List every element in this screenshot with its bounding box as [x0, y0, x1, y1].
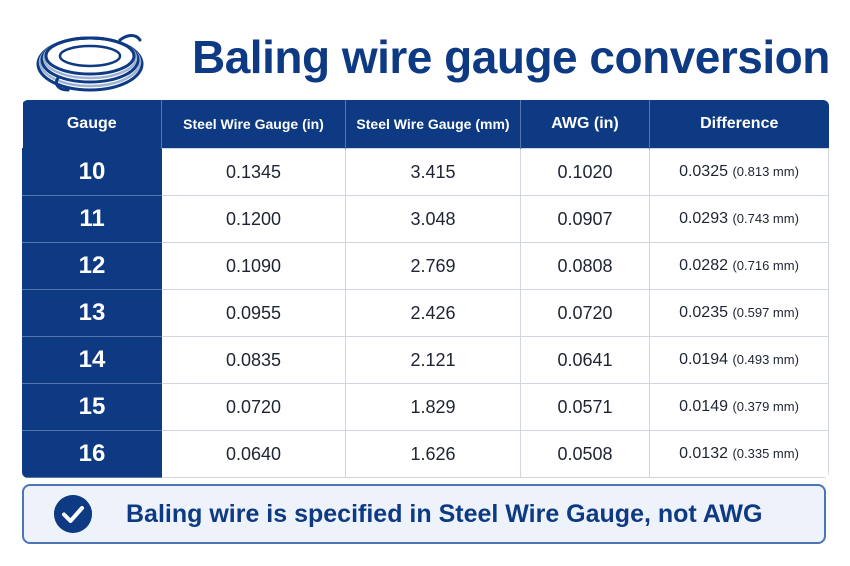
gauge-cell: 14 [22, 336, 162, 384]
awg-in-cell: 0.1020 [520, 148, 650, 196]
difference-mm: (0.743 mm) [732, 211, 799, 226]
difference-cell: 0.0235 (0.597 mm) [649, 289, 829, 337]
difference-cell: 0.0194 (0.493 mm) [649, 336, 829, 384]
awg-in-cell: 0.0808 [520, 242, 650, 290]
swg-mm-cell: 1.626 [345, 430, 521, 478]
note-text: Baling wire is specified in Steel Wire G… [126, 500, 763, 528]
awg-in-cell: 0.0907 [520, 195, 650, 243]
check-circle-icon [54, 495, 92, 533]
difference-mm: (0.379 mm) [732, 399, 799, 414]
swg-in-cell: 0.0640 [161, 430, 346, 478]
awg-in-cell: 0.0508 [520, 430, 650, 478]
table-row: 12 0.1090 2.769 0.0808 0.0282 (0.716 mm) [22, 242, 829, 290]
swg-in-cell: 0.1090 [161, 242, 346, 290]
difference-cell: 0.0293 (0.743 mm) [649, 195, 829, 243]
page-title: Baling wire gauge conversion [192, 31, 830, 83]
swg-mm-cell: 2.426 [345, 289, 521, 337]
swg-mm-cell: 3.415 [345, 148, 521, 196]
difference-mm: (0.813 mm) [732, 164, 799, 179]
difference-mm: (0.597 mm) [732, 305, 799, 320]
difference-mm: (0.493 mm) [732, 352, 799, 367]
table-row: 11 0.1200 3.048 0.0907 0.0293 (0.743 mm) [22, 195, 829, 243]
difference-in: 0.0235 [679, 304, 728, 321]
table-row: 13 0.0955 2.426 0.0720 0.0235 (0.597 mm) [22, 289, 829, 337]
gauge-cell: 11 [22, 195, 162, 243]
swg-in-cell: 0.0720 [161, 383, 346, 431]
difference-in: 0.0293 [679, 210, 728, 227]
header-swg-in: Steel Wire Gauge (in) [161, 100, 346, 149]
header-gauge: Gauge [22, 100, 162, 149]
difference-cell: 0.0149 (0.379 mm) [649, 383, 829, 431]
page-header: Baling wire gauge conversion [22, 12, 830, 96]
difference-in: 0.0132 [679, 445, 728, 462]
table-row: 16 0.0640 1.626 0.0508 0.0132 (0.335 mm) [22, 430, 829, 478]
table-row: 15 0.0720 1.829 0.0571 0.0149 (0.379 mm) [22, 383, 829, 431]
table-header-row: Gauge Steel Wire Gauge (in) Steel Wire G… [22, 100, 829, 149]
gauge-cell: 15 [22, 383, 162, 431]
gauge-cell: 10 [22, 148, 162, 196]
swg-mm-cell: 2.121 [345, 336, 521, 384]
awg-in-cell: 0.0641 [520, 336, 650, 384]
swg-in-cell: 0.1200 [161, 195, 346, 243]
awg-in-cell: 0.0571 [520, 383, 650, 431]
difference-in: 0.0149 [679, 398, 728, 415]
header-swg-mm: Steel Wire Gauge (mm) [345, 100, 521, 149]
difference-mm: (0.335 mm) [732, 446, 799, 461]
awg-in-cell: 0.0720 [520, 289, 650, 337]
difference-cell: 0.0282 (0.716 mm) [649, 242, 829, 290]
table-row: 14 0.0835 2.121 0.0641 0.0194 (0.493 mm) [22, 336, 829, 384]
difference-in: 0.0325 [679, 163, 728, 180]
info-note: Baling wire is specified in Steel Wire G… [22, 484, 826, 544]
difference-cell: 0.0132 (0.335 mm) [649, 430, 829, 478]
header-difference: Difference [649, 100, 829, 149]
table-row: 10 0.1345 3.415 0.1020 0.0325 (0.813 mm) [22, 148, 829, 196]
difference-in: 0.0282 [679, 257, 728, 274]
swg-mm-cell: 2.769 [345, 242, 521, 290]
swg-mm-cell: 1.829 [345, 383, 521, 431]
wire-coil-icon [36, 34, 144, 92]
swg-in-cell: 0.1345 [161, 148, 346, 196]
gauge-cell: 12 [22, 242, 162, 290]
difference-in: 0.0194 [679, 351, 728, 368]
difference-cell: 0.0325 (0.813 mm) [649, 148, 829, 196]
gauge-cell: 16 [22, 430, 162, 478]
header-awg-in: AWG (in) [520, 100, 650, 149]
difference-mm: (0.716 mm) [732, 258, 799, 273]
conversion-table: Gauge Steel Wire Gauge (in) Steel Wire G… [22, 100, 829, 478]
swg-in-cell: 0.0835 [161, 336, 346, 384]
swg-in-cell: 0.0955 [161, 289, 346, 337]
swg-mm-cell: 3.048 [345, 195, 521, 243]
gauge-cell: 13 [22, 289, 162, 337]
